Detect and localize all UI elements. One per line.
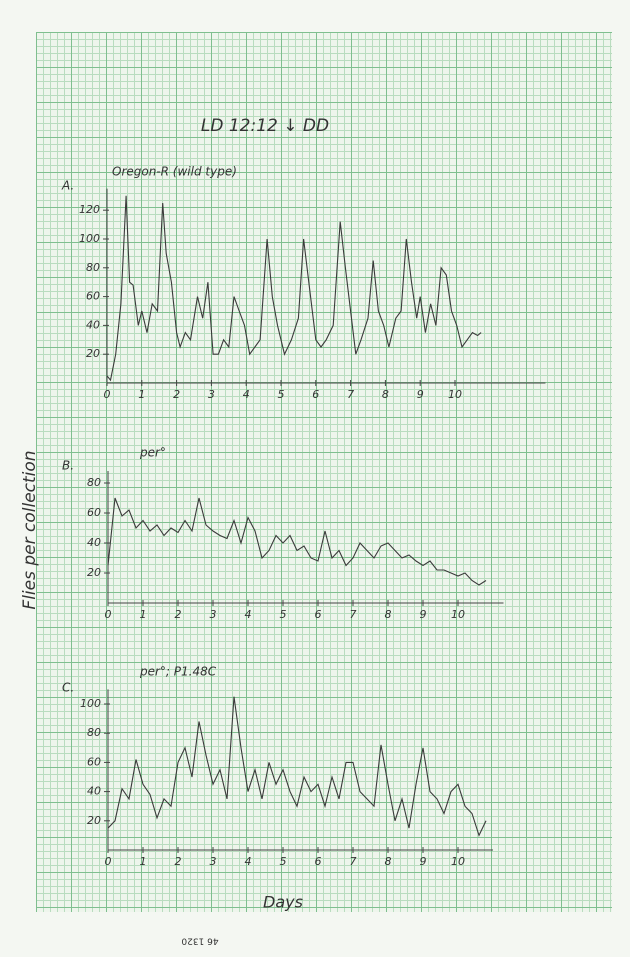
x-tick-label: 6 bbox=[315, 855, 322, 868]
x-tick-label: 6 bbox=[312, 388, 319, 401]
x-tick-label: 10 bbox=[451, 608, 465, 621]
panel-label: B. bbox=[62, 459, 74, 473]
chart-title: per°; P1.48C bbox=[139, 665, 217, 679]
x-tick-label: 1 bbox=[138, 388, 145, 401]
x-tick-label: 10 bbox=[448, 388, 462, 401]
x-tick-label: 6 bbox=[315, 608, 322, 621]
y-tick-label: 60 bbox=[87, 506, 101, 519]
x-tick-label: 5 bbox=[280, 855, 287, 868]
x-tick-label: 0 bbox=[105, 608, 112, 621]
x-tick-label: 3 bbox=[210, 608, 217, 621]
y-tick-label: 20 bbox=[87, 814, 101, 827]
y-axis-label: Flies per collection bbox=[20, 450, 40, 609]
x-tick-label: 3 bbox=[208, 388, 215, 401]
x-tick-label: 8 bbox=[385, 855, 392, 868]
x-tick-label: 4 bbox=[243, 388, 250, 401]
data-line bbox=[107, 196, 481, 380]
x-tick-label: 0 bbox=[105, 855, 112, 868]
x-tick-label: 8 bbox=[382, 388, 389, 401]
y-tick-label: 120 bbox=[79, 203, 100, 216]
y-tick-label: 100 bbox=[79, 232, 100, 245]
x-tick-label: 8 bbox=[385, 608, 392, 621]
chart-title: per° bbox=[139, 446, 166, 460]
x-tick-label: 3 bbox=[210, 855, 217, 868]
data-line bbox=[108, 498, 486, 585]
y-tick-label: 80 bbox=[87, 726, 101, 739]
chart-title: Oregon-R (wild type) bbox=[112, 165, 237, 179]
x-tick-label: 0 bbox=[104, 388, 111, 401]
x-tick-label: 5 bbox=[278, 388, 285, 401]
x-tick-label: 7 bbox=[350, 608, 357, 621]
x-tick-label: 2 bbox=[175, 855, 182, 868]
x-tick-label: 4 bbox=[245, 855, 252, 868]
x-tick-label: 2 bbox=[173, 388, 180, 401]
x-tick-label: 9 bbox=[417, 388, 424, 401]
y-tick-label: 60 bbox=[87, 755, 101, 768]
y-tick-label: 60 bbox=[86, 290, 100, 303]
x-tick-label: 7 bbox=[350, 855, 357, 868]
x-tick-label: 9 bbox=[420, 608, 427, 621]
x-tick-label: 2 bbox=[175, 608, 182, 621]
x-tick-label: 5 bbox=[280, 608, 287, 621]
x-tick-label: 7 bbox=[347, 388, 354, 401]
chart: LD 12:12 ↓ DD Flies per collection Days … bbox=[0, 0, 630, 957]
x-axis-label: Days bbox=[263, 893, 303, 912]
y-tick-label: 80 bbox=[86, 261, 100, 274]
footer: 46 1320 bbox=[181, 936, 218, 946]
y-tick-label: 40 bbox=[87, 536, 101, 549]
x-tick-label: 1 bbox=[140, 855, 147, 868]
y-tick-label: 20 bbox=[86, 347, 100, 360]
data-line bbox=[108, 697, 486, 836]
x-tick-label: 4 bbox=[245, 608, 252, 621]
y-tick-label: 80 bbox=[87, 476, 101, 489]
panel-label: A. bbox=[61, 179, 74, 193]
y-tick-label: 20 bbox=[87, 566, 101, 579]
y-tick-label: 40 bbox=[87, 785, 101, 798]
panel-label: C. bbox=[62, 681, 74, 695]
y-tick-label: 40 bbox=[86, 318, 100, 331]
x-tick-label: 1 bbox=[140, 608, 147, 621]
title: LD 12:12 ↓ DD bbox=[201, 116, 329, 136]
page: LD 12:12 ↓ DD Flies per collection Days … bbox=[0, 0, 630, 957]
y-tick-label: 100 bbox=[80, 697, 101, 710]
x-tick-label: 9 bbox=[420, 855, 427, 868]
x-tick-label: 10 bbox=[451, 855, 465, 868]
